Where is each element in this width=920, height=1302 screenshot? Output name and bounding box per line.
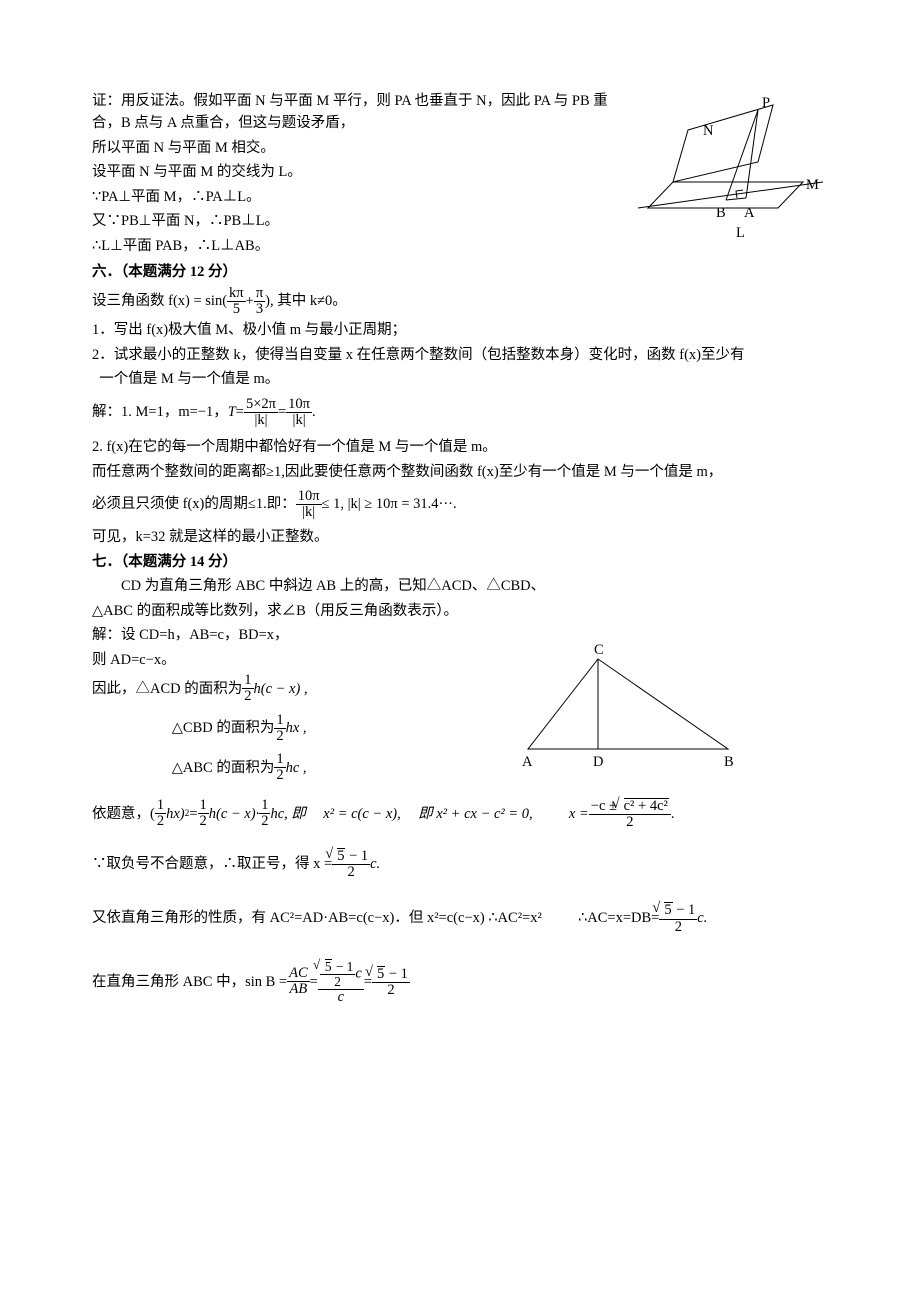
frac-pi3: π3 (254, 286, 265, 317)
figure-label-m: M (806, 174, 819, 196)
frac-compound: 5 − 1 2 c c (318, 959, 364, 1005)
sec7-p2: △ABC 的面积成等比数列，求∠B（用反三角函数表示）。 (92, 600, 828, 622)
sec7-prop: 又依直角三角形的性质，有 AC²=AD·AB=c(c−x)．但 x²=c(c−x… (92, 902, 828, 934)
frac-half-1: 12 (242, 673, 253, 704)
sec7-neg: ∵取负号不合题意，∴取正号，得 x = 5 − 1 2 c. (92, 848, 828, 880)
tri-label-a: A (522, 751, 532, 773)
sec6-sol2-l3: 必须且只须使 f(x)的周期≤1.即： 10π|k| ≤ 1, |k| ≥ 10… (92, 489, 828, 520)
sec7-area-cbd: △CBD 的面积为 12 hx , (92, 713, 498, 744)
sec7-area-acd: 因此，△ACD 的面积为 12 h(c − x) , (92, 673, 498, 704)
sin-eq-1: = (310, 971, 318, 993)
eq-x-pre: x = (569, 803, 589, 825)
sec7-area-abc: △ABC 的面积为 12 hc , (92, 752, 498, 783)
eq-c: 即 x² + cx − c² = 0, (418, 803, 533, 825)
section-7-title: 七．（本题满分 14 分） (92, 551, 828, 573)
prop-b: ∴AC=x=DB= (578, 907, 659, 929)
sec6-sol1: 解：1. M=1，m=−1， T = 5×2π|k| = 10π|k| . (92, 397, 828, 428)
sec6-sol1-end: . (312, 401, 316, 423)
prop-c: c. (697, 907, 707, 929)
eq-x2: x² = c(c − x), (323, 803, 400, 825)
sec7-area-abc-b: hc , (286, 757, 307, 779)
eq-hcx: h(c − x)· (209, 803, 259, 825)
frac-ac-ab: AC AB (287, 966, 310, 997)
frac-quadratic: −c ± c² + 4c² 2 (589, 798, 671, 830)
sec6-q2a: 2．试求最小的正整数 k，使得当自变量 x 在任意两个整数间（包括整数本身）变化… (92, 344, 828, 366)
sec6-intro-a: 设三角函数 f(x) = sin( (92, 290, 227, 312)
frac-r5-3: 5 − 1 2 (372, 966, 410, 998)
eq-hx: hx) (166, 803, 185, 825)
frac-kpi5: kπ5 (227, 286, 246, 317)
frac-r5-1: 5 − 1 2 (332, 848, 370, 880)
figure-label-l: L (736, 222, 745, 244)
frac-half-3: 12 (274, 752, 285, 783)
figure-triangle: C A D B (508, 639, 748, 769)
frac-half-6: 12 (259, 798, 270, 829)
figure-label-p: P (762, 92, 770, 114)
eq-hc: hc, 即 (270, 803, 305, 825)
sec6-sol1-a: 解：1. M=1，m=−1， (92, 401, 228, 423)
tri-label-c: C (594, 639, 604, 661)
eq-a: 依题意，( (92, 803, 155, 825)
sec6-sol1-T: T (228, 401, 236, 423)
sec6-sol2-l1: 2. f(x)在它的每一个周期中都恰好有一个值是 M 与一个值是 m。 (92, 436, 828, 458)
tri-label-b: B (724, 751, 734, 773)
prop-a: 又依直角三角形的性质，有 AC²=AD·AB=c(c−x)．但 x²=c(c−x… (92, 907, 542, 929)
sec6-sol2-l3b: ≤ 1, |k| ≥ 10π = 31.4···. (322, 493, 457, 515)
frac-half-4: 12 (155, 798, 166, 829)
figure-label-b: B (716, 202, 726, 224)
tri-label-d: D (593, 751, 603, 773)
sec7-area-acd-b: h(c − x) , (254, 678, 308, 700)
sec7-area-acd-a: 因此，△ACD 的面积为 (92, 678, 242, 700)
figure-planes: P N M B A L (628, 90, 828, 250)
sec6-sol2-l2: 而任意两个整数间的距离都≥1,因此要使任意两个整数间函数 f(x)至少有一个值是… (92, 461, 828, 483)
sec6-intro: 设三角函数 f(x) = sin( kπ5 + π3 ), 其中 k≠0。 (92, 286, 828, 317)
frac-half-2: 12 (274, 713, 285, 744)
sec6-sol2-l3a: 必须且只须使 f(x)的周期≤1.即： (92, 493, 296, 515)
eq-x-end: . (671, 803, 675, 825)
frac-t2: 10π|k| (286, 397, 312, 428)
sec6-sol2-l4: 可见，k=32 就是这样的最小正整数。 (92, 526, 828, 548)
section-5-solution: P N M B A L 证：用反证法。假如平面 N 与平面 M 平行，则 PA … (92, 90, 828, 257)
frac-r5-2: 5 − 1 2 (659, 902, 697, 934)
eq-b: = (189, 803, 197, 825)
sec6-q2b: 一个值是 M 与一个值是 m。 (92, 368, 828, 390)
sec7-p1: CD 为直角三角形 ABC 中斜边 AB 上的高，已知△ACD、△CBD、 (92, 575, 828, 597)
sec7-area-cbd-a: △CBD 的面积为 (172, 717, 275, 739)
frac-half-5: 12 (198, 798, 209, 829)
neg-a: ∵取负号不合题意，∴取正号，得 x = (92, 853, 332, 875)
sec6-sol1-eq2: = (278, 401, 286, 423)
sec7-sin: 在直角三角形 ABC 中，sin B = AC AB = 5 − 1 2 c c… (92, 959, 828, 1005)
frac-10pi-k: 10π|k| (296, 489, 322, 520)
sin-a: 在直角三角形 ABC 中，sin B = (92, 971, 287, 993)
sec6-plus: + (246, 290, 254, 312)
figure-label-n: N (703, 120, 713, 142)
sec6-sol1-eq: = (236, 401, 244, 423)
figure-label-a: A (744, 202, 754, 224)
sec6-intro-b: ), 其中 k≠0。 (265, 290, 347, 312)
neg-b: c. (370, 853, 380, 875)
sec7-main-eq: 依题意，( 12 hx) 2 = 12 h(c − x)· 12 hc, 即 x… (92, 798, 828, 830)
sec6-q1: 1．写出 f(x)极大值 M、极小值 m 与最小正周期； (92, 319, 828, 341)
frac-t1: 5×2π|k| (244, 397, 278, 428)
sec7-area-abc-a: △ABC 的面积为 (172, 757, 275, 779)
sec7-area-cbd-b: hx , (286, 717, 307, 739)
section-6-title: 六．（本题满分 12 分） (92, 261, 828, 283)
